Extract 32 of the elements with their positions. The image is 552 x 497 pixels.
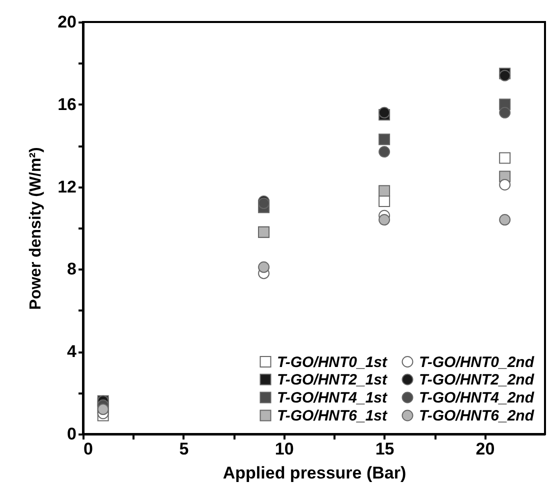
point xyxy=(378,195,390,207)
point xyxy=(499,106,511,118)
y-tick-label: 12 xyxy=(58,177,76,196)
legend-label: T-GO/HNT0_1st xyxy=(277,354,388,371)
legend-label: T-GO/HNT4_2nd xyxy=(419,390,535,406)
point xyxy=(499,214,511,226)
legend-label: T-GO/HNT2_2nd xyxy=(419,372,535,388)
legend-label: T-GO/HNT6_2nd xyxy=(419,408,535,424)
legend-label: T-GO/HNT0_2nd xyxy=(419,354,535,371)
y-tick-label: 8 xyxy=(67,260,76,279)
point xyxy=(378,146,390,158)
point xyxy=(378,214,390,226)
y-tick-label: 20 xyxy=(58,12,76,32)
point xyxy=(97,404,109,416)
point xyxy=(378,185,390,197)
y-axis-title: Power density (W/m²) xyxy=(28,147,45,310)
x-tick-label: 10 xyxy=(274,440,294,458)
y-tick-label: 4 xyxy=(67,342,78,362)
y-tick-label: 0 xyxy=(67,424,76,444)
legend-label: T-GO/HNT6_1st xyxy=(277,408,388,424)
point xyxy=(499,152,511,164)
legend-label: T-GO/HNT4_1st xyxy=(277,390,388,406)
x-tick-label: 5 xyxy=(179,440,189,458)
point xyxy=(499,179,511,190)
x-tick-label: 15 xyxy=(375,440,394,458)
x-axis-title: Applied pressure (Bar) xyxy=(222,464,406,482)
legend-label: T-GO/HNT2_1st xyxy=(277,372,388,388)
x-tick-label: 0 xyxy=(84,440,93,458)
point xyxy=(378,134,390,146)
x-tick-label: 20 xyxy=(476,440,495,458)
y-tick-label: 16 xyxy=(58,94,76,114)
point xyxy=(258,261,270,273)
